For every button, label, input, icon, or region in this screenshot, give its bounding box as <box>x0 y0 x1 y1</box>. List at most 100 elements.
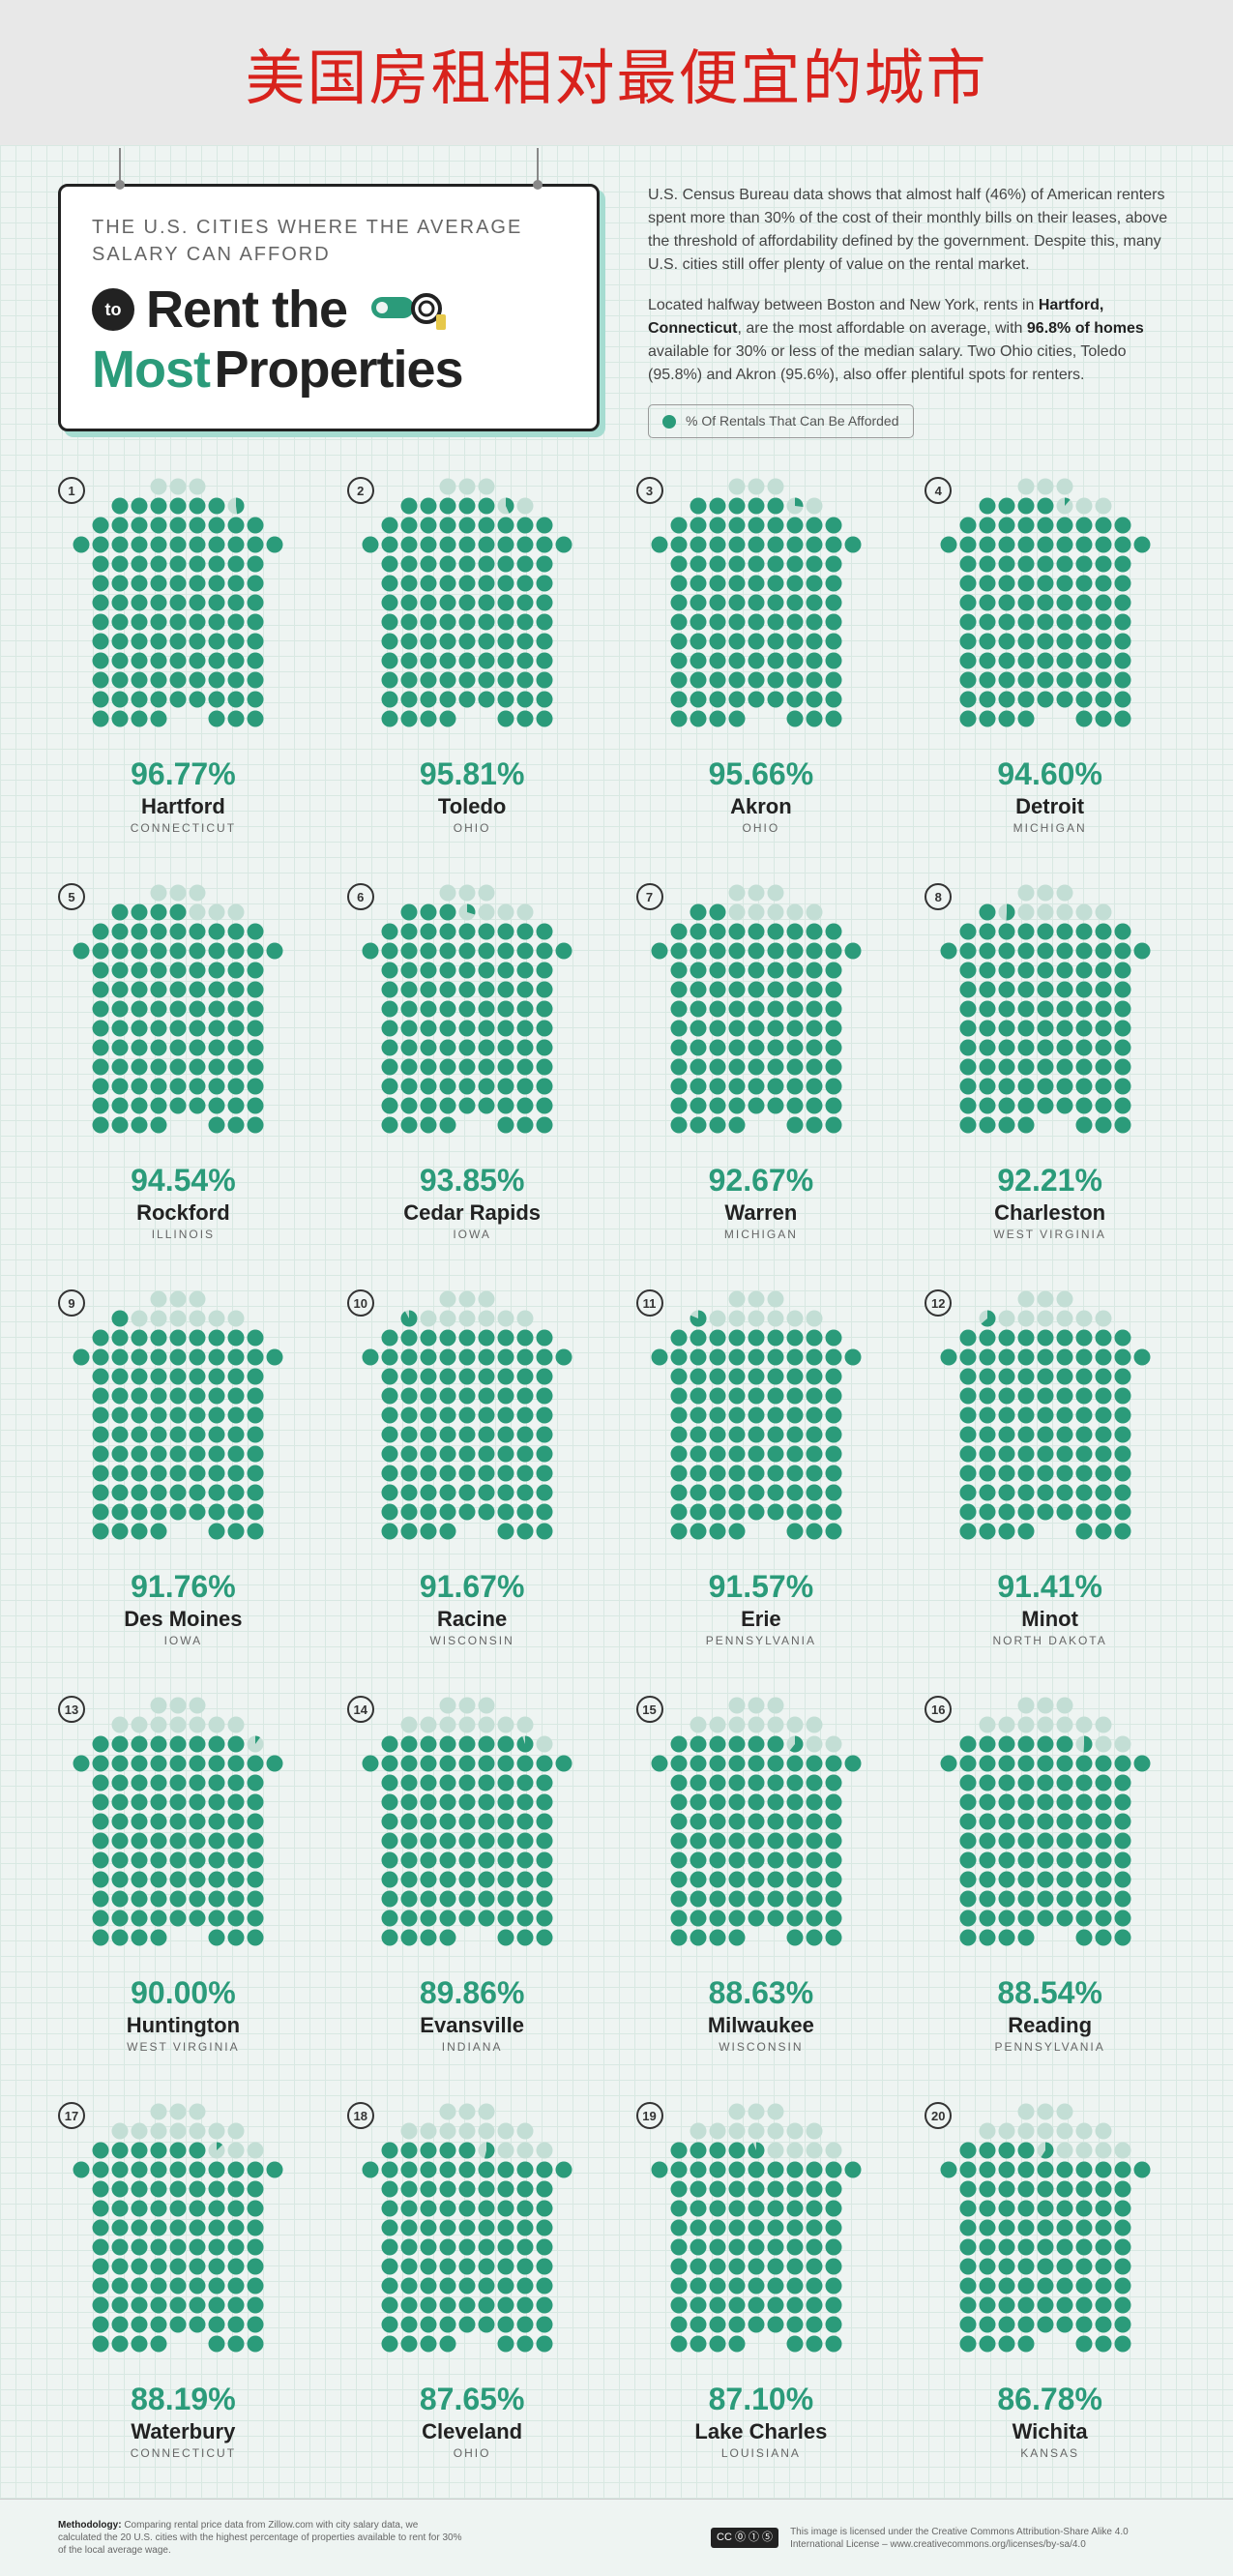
city-percent: 92.67% <box>636 1163 887 1199</box>
city-name: Des Moines <box>58 1607 308 1632</box>
title-properties: Properties <box>214 341 462 399</box>
desc-paragraph-1: U.S. Census Bureau data shows that almos… <box>648 184 1175 277</box>
title-line-2: Most Properties <box>92 340 566 400</box>
city-state: WISCONSIN <box>347 1634 598 1647</box>
city-state: CONNECTICUT <box>58 821 308 835</box>
banner-title: 美国房租相对最便宜的城市 <box>19 29 1214 116</box>
rank-badge: 7 <box>636 883 663 910</box>
title-rent-the: Rent the <box>146 280 347 340</box>
city-percent: 88.54% <box>925 1975 1175 2011</box>
city-state: MICHIGAN <box>925 821 1175 835</box>
city-percent: 88.63% <box>636 1975 887 2011</box>
city-state: KANSAS <box>925 2446 1175 2460</box>
title-most: Most <box>92 341 210 399</box>
to-circle: to <box>92 288 134 331</box>
city-state: PENNSYLVANIA <box>636 1634 887 1647</box>
city-percent: 86.78% <box>925 2382 1175 2417</box>
desc-paragraph-2: Located halfway between Boston and New Y… <box>648 294 1175 387</box>
keys-icon <box>367 285 454 334</box>
city-name: Charleston <box>925 1200 1175 1226</box>
description-column: U.S. Census Bureau data shows that almos… <box>648 184 1175 438</box>
title-subtitle: THE U.S. CITIES WHERE THE AVERAGE SALARY… <box>92 214 566 268</box>
legend: % Of Rentals That Can Be Afforded <box>648 404 914 438</box>
city-state: WISCONSIN <box>636 2040 887 2054</box>
city-state: INDIANA <box>347 2040 598 2054</box>
rank-badge: 15 <box>636 1696 663 1723</box>
rank-badge: 5 <box>58 883 85 910</box>
city-name: Hartford <box>58 794 308 819</box>
infographic-body: THE U.S. CITIES WHERE THE AVERAGE SALARY… <box>0 145 1233 2499</box>
city-state: NORTH DAKOTA <box>925 1634 1175 1647</box>
house-pictogram <box>650 2102 872 2368</box>
cc-badge-icon: CC ⓪ ① ⑤ <box>711 2528 778 2547</box>
license-text: This image is licensed under the Creativ… <box>790 2526 1175 2551</box>
city-name: Milwaukee <box>636 2013 887 2038</box>
city-percent: 95.66% <box>636 756 887 792</box>
city-cell: 12 91.41% Minot NORTH DAKOTA <box>925 1289 1175 1647</box>
city-name: Waterbury <box>58 2419 308 2444</box>
city-cell: 3 95.66% Akron OHIO <box>636 477 887 835</box>
rank-badge: 10 <box>347 1289 374 1317</box>
city-cell: 6 93.85% Cedar Rapids IOWA <box>347 883 598 1241</box>
city-percent: 95.81% <box>347 756 598 792</box>
legend-dot-icon <box>662 415 676 429</box>
house-pictogram <box>72 2102 294 2368</box>
rank-badge: 2 <box>347 477 374 504</box>
city-name: Detroit <box>925 794 1175 819</box>
city-cell: 4 94.60% Detroit MICHIGAN <box>925 477 1175 835</box>
title-card: THE U.S. CITIES WHERE THE AVERAGE SALARY… <box>58 184 600 431</box>
city-percent: 87.65% <box>347 2382 598 2417</box>
house-pictogram <box>939 2102 1161 2368</box>
city-percent: 91.41% <box>925 1569 1175 1605</box>
house-pictogram <box>939 1696 1161 1962</box>
house-pictogram <box>650 1696 872 1962</box>
house-pictogram <box>72 1289 294 1555</box>
legend-label: % Of Rentals That Can Be Afforded <box>686 411 899 431</box>
house-pictogram <box>939 883 1161 1149</box>
city-state: IOWA <box>58 1634 308 1647</box>
rank-badge: 19 <box>636 2102 663 2129</box>
city-name: Lake Charles <box>636 2419 887 2444</box>
city-name: Wichita <box>925 2419 1175 2444</box>
rank-badge: 11 <box>636 1289 663 1317</box>
rank-badge: 1 <box>58 477 85 504</box>
rank-badge: 13 <box>58 1696 85 1723</box>
city-cell: 10 91.67% Racine WISCONSIN <box>347 1289 598 1647</box>
city-cell: 7 92.67% Warren MICHIGAN <box>636 883 887 1241</box>
city-state: LOUISIANA <box>636 2446 887 2460</box>
city-name: Erie <box>636 1607 887 1632</box>
house-pictogram <box>361 1696 583 1962</box>
header-row: THE U.S. CITIES WHERE THE AVERAGE SALARY… <box>58 184 1175 438</box>
city-percent: 93.85% <box>347 1163 598 1199</box>
city-state: PENNSYLVANIA <box>925 2040 1175 2054</box>
city-name: Akron <box>636 794 887 819</box>
city-cell: 2 95.81% Toledo OHIO <box>347 477 598 835</box>
rank-badge: 6 <box>347 883 374 910</box>
house-pictogram <box>361 1289 583 1555</box>
city-name: Evansville <box>347 2013 598 2038</box>
house-pictogram <box>361 883 583 1149</box>
city-state: MICHIGAN <box>636 1228 887 1241</box>
footer: Methodology: Comparing rental price data… <box>0 2499 1233 2576</box>
city-percent: 89.86% <box>347 1975 598 2011</box>
hanger-decoration <box>119 148 121 187</box>
city-state: CONNECTICUT <box>58 2446 308 2460</box>
title-line-1: to Rent the <box>92 280 566 340</box>
city-cell: 11 91.57% Erie PENNSYLVANIA <box>636 1289 887 1647</box>
house-pictogram <box>650 477 872 743</box>
city-cell: 20 86.78% Wichita KANSAS <box>925 2102 1175 2460</box>
house-pictogram <box>361 2102 583 2368</box>
city-percent: 92.21% <box>925 1163 1175 1199</box>
footer-license: CC ⓪ ① ⑤ This image is licensed under th… <box>711 2526 1175 2551</box>
house-pictogram <box>72 477 294 743</box>
city-cell: 14 89.86% Evansville INDIANA <box>347 1696 598 2054</box>
city-state: WEST VIRGINIA <box>925 1228 1175 1241</box>
rank-badge: 18 <box>347 2102 374 2129</box>
footer-methodology: Methodology: Comparing rental price data… <box>58 2519 464 2557</box>
city-state: OHIO <box>347 2446 598 2460</box>
city-name: Reading <box>925 2013 1175 2038</box>
city-percent: 94.60% <box>925 756 1175 792</box>
top-banner: 美国房租相对最便宜的城市 <box>0 0 1233 145</box>
city-name: Warren <box>636 1200 887 1226</box>
city-state: IOWA <box>347 1228 598 1241</box>
